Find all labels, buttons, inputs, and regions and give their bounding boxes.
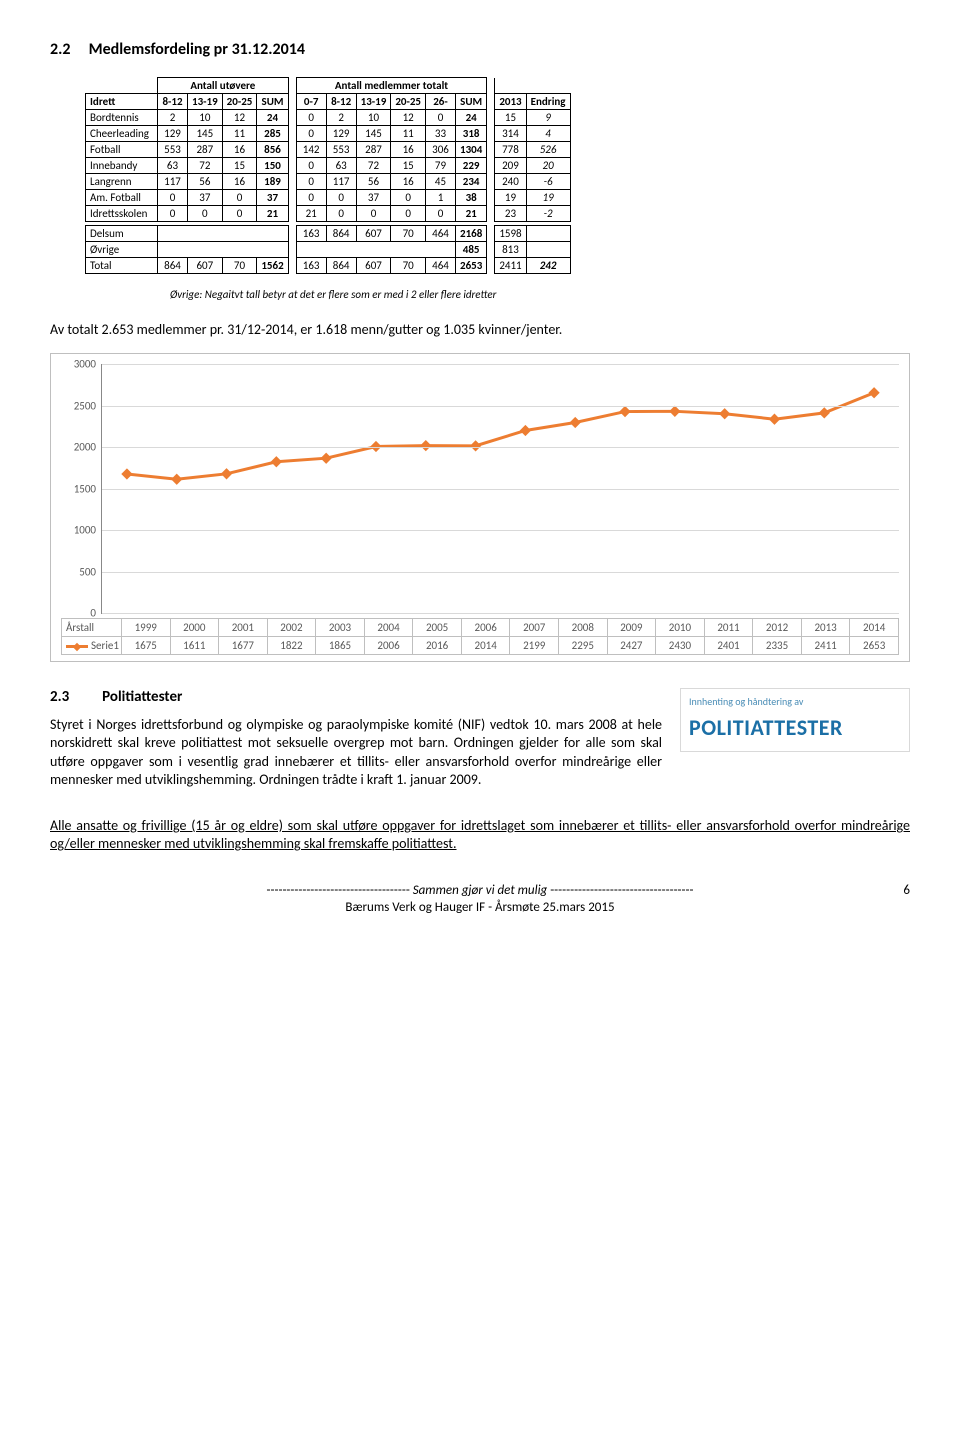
footer-dashes-left: ------------------------------------ [267, 883, 413, 898]
section-title: Medlemsfordeling pr 31.12.2014 [89, 40, 305, 59]
footer-dashes-right: ------------------------------------ [550, 883, 693, 898]
politi-box: Innhenting og håndtering av POLITIATTEST… [680, 688, 910, 752]
section-heading-2: 2.3 Politiattester [50, 688, 662, 706]
politi-subtitle: Innhenting og håndtering av [689, 695, 901, 708]
body-text-2: Styret i Norges idrettsforbund og olympi… [50, 716, 662, 789]
section-num-2: 2.3 [50, 688, 69, 706]
body-text-1: Av totalt 2.653 medlemmer pr. 31/12-2014… [50, 321, 910, 339]
footer-slogan: Sammen gjør vi det mulig [413, 883, 547, 898]
section-title-2: Politiattester [102, 688, 182, 706]
section-heading-1: 2.2 Medlemsfordeling pr 31.12.2014 [50, 40, 910, 59]
page-number: 6 [903, 883, 910, 898]
body-text-3: Alle ansatte og frivillige (15 år og eld… [50, 817, 910, 853]
table-note: Øvrige: Negaitvt tall betyr at det er fl… [170, 288, 910, 301]
politi-title: POLITIATTESTER [689, 714, 901, 741]
footer-line-2: Bærums Verk og Hauger IF - Årsmøte 25.ma… [50, 900, 910, 915]
membership-table: Antall utøvereAntall medlemmer totaltIdr… [85, 77, 571, 274]
section-num: 2.2 [50, 40, 71, 59]
page-footer: ------------------------------------ Sam… [50, 883, 910, 915]
chart-data-table: Årstall199920002001200220032004200520062… [61, 618, 899, 655]
chart-plot-area: 050010001500200025003000 [101, 364, 899, 614]
chart-container: 050010001500200025003000 Årstall19992000… [50, 353, 910, 662]
